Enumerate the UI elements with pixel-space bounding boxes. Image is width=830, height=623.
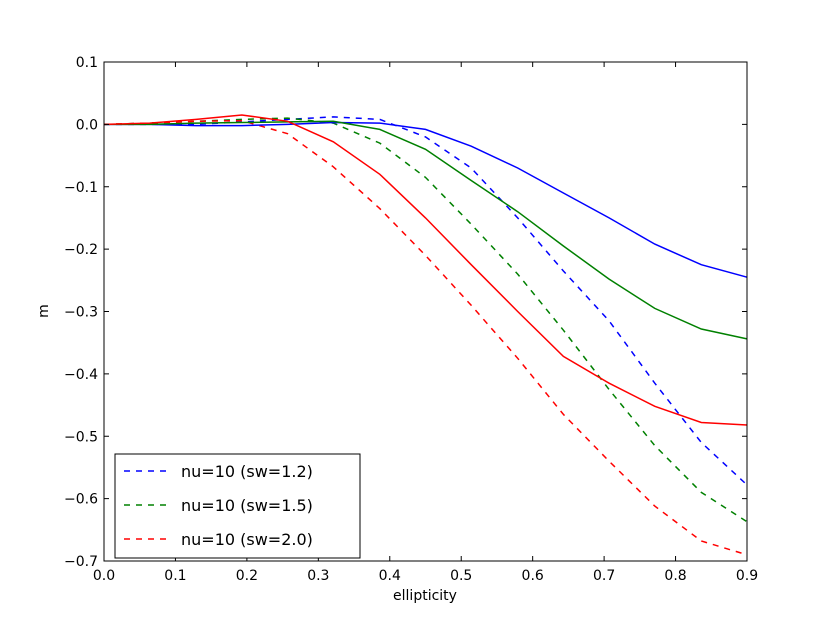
series-line-3 [103, 119, 748, 556]
legend-label-2: nu=10 (sw=1.5) [181, 496, 313, 515]
x-axis-label: ellipticity [393, 588, 457, 604]
x-tick-label: 0.5 [450, 568, 472, 584]
series-line-4 [104, 121, 748, 278]
x-tick-label: 0.8 [664, 568, 686, 584]
y-tick-label: −0.4 [64, 367, 98, 383]
x-tick-label: 0.7 [593, 568, 615, 584]
y-tick-label: −0.5 [64, 429, 98, 445]
x-tick-label: 0.9 [736, 568, 758, 584]
series-line-6 [103, 114, 748, 426]
y-tick-label: −0.6 [64, 492, 98, 508]
legend-label-1: nu=10 (sw=1.2) [181, 462, 313, 481]
plot-frame [103, 61, 748, 562]
x-tick-label: 0.6 [522, 568, 544, 584]
x-tick-label: 0.0 [93, 568, 115, 584]
series-line-1 [104, 116, 748, 486]
y-tick-label: −0.2 [64, 242, 98, 258]
x-tick-label: 0.2 [236, 568, 258, 584]
legend-box [114, 453, 361, 559]
y-tick-label: −0.3 [64, 305, 98, 321]
series-line-2 [103, 117, 748, 523]
y-tick-label: 0.1 [76, 55, 98, 71]
y-axis-label: m [36, 304, 52, 318]
x-tick-label: 0.3 [307, 568, 329, 584]
series-line-5 [104, 120, 748, 340]
ticks-layer: 0.0 0.1 0.2 0.3 0.4 0.5 0.6 0.7 0.8 0.9 0.1 0.0 −0.1… [64, 55, 758, 584]
x-tick-label: 0.4 [379, 568, 401, 584]
series-layer [103, 114, 748, 556]
x-tick-label: 0.1 [164, 568, 186, 584]
y-tick-label: −0.1 [64, 180, 98, 196]
legend-label-3: nu=10 (sw=2.0) [181, 530, 313, 549]
y-tick-label: 0.0 [76, 117, 98, 133]
legend: nu=10 (sw=1.2) nu=10 (sw=1.5) nu=10 (sw=2.… [114, 453, 361, 559]
y-tick-label: −0.7 [64, 554, 98, 570]
